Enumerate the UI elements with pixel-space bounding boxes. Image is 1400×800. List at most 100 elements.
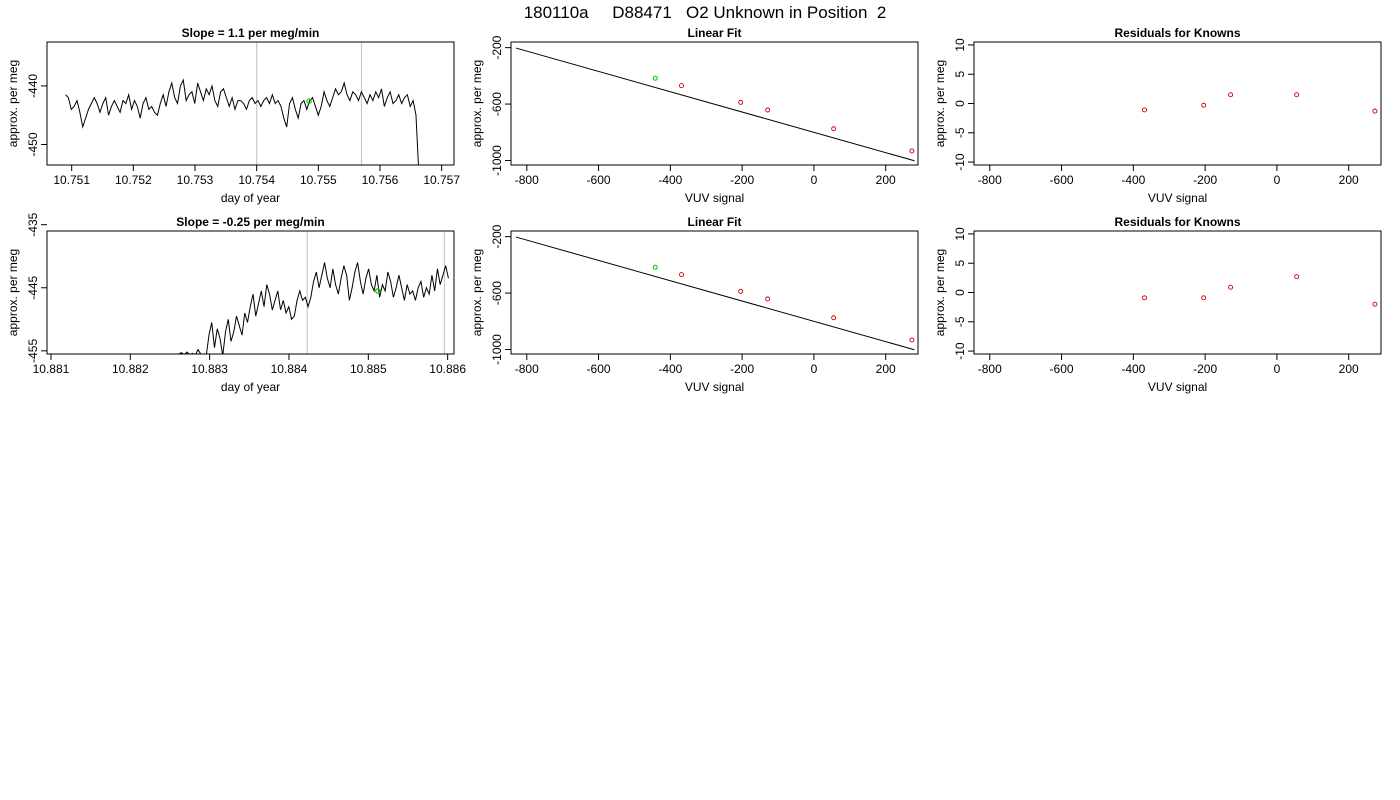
- known-point: [738, 288, 744, 294]
- y-tick-label: -450: [26, 132, 40, 156]
- title-gap-2: [672, 3, 686, 22]
- unknown-point: [652, 75, 658, 81]
- x-tick-label: -600: [1050, 362, 1074, 376]
- run-id: 180110a: [524, 3, 589, 22]
- known-point: [831, 126, 837, 132]
- x-tick-label: -400: [658, 362, 682, 376]
- residual-point: [1228, 284, 1234, 290]
- unknown-sample-marker: [306, 98, 312, 104]
- x-tick-label: 10.882: [112, 362, 149, 376]
- known-point: [831, 315, 837, 321]
- x-tick-label: 10.754: [238, 173, 275, 187]
- y-tick-label: -10: [953, 342, 967, 360]
- x-tick-label: 10.756: [362, 173, 399, 187]
- residual-point: [1372, 108, 1378, 114]
- x-tick-label: -400: [1121, 362, 1145, 376]
- plot-frame: [510, 41, 919, 166]
- y-axis-label: approx. per meg: [470, 249, 484, 336]
- x-tick-label: 200: [1339, 362, 1359, 376]
- x-tick-label: 200: [1339, 173, 1359, 187]
- y-tick-label: 5: [953, 71, 967, 78]
- x-tick-label: 200: [876, 173, 896, 187]
- x-tick-label: 10.881: [33, 362, 70, 376]
- y-tick-label: -1000: [490, 334, 504, 365]
- x-tick-label: -600: [587, 173, 611, 187]
- series-line: [178, 262, 449, 354]
- y-tick-label: -5: [953, 316, 967, 327]
- x-tick-label: 200: [876, 362, 896, 376]
- known-point: [909, 337, 915, 343]
- y-tick-label: -200: [490, 224, 504, 248]
- x-tick-label: 10.755: [300, 173, 337, 187]
- x-tick-label: -800: [515, 362, 539, 376]
- panel-linear-fit-1: Linear Fit -800 -600 -400 -200 0 200 -200 -600 -1…: [470, 26, 919, 205]
- x-tick-label: -400: [658, 173, 682, 187]
- y-tick-label: -600: [490, 281, 504, 305]
- plot-area: [1142, 274, 1378, 307]
- plot-area: [515, 236, 915, 351]
- fit-line: [515, 47, 915, 162]
- plot-frame: [973, 230, 1382, 355]
- x-axis-label: day of year: [221, 380, 280, 394]
- x-tick-label: -200: [730, 362, 754, 376]
- known-point: [679, 83, 684, 89]
- panel-title: Linear Fit: [687, 215, 741, 229]
- y-tick-label: 0: [953, 100, 967, 107]
- panel-title: Slope = 1.1 per meg/min: [182, 26, 320, 40]
- known-point: [909, 148, 915, 154]
- x-tick-label: 10.885: [350, 362, 387, 376]
- fit-line: [515, 236, 915, 351]
- x-tick-label: -600: [587, 362, 611, 376]
- x-tick-label: -400: [1121, 173, 1145, 187]
- residual-point: [1201, 102, 1207, 108]
- x-tick-label: 10.886: [429, 362, 466, 376]
- x-tick-label: 10.751: [53, 173, 90, 187]
- panel-timeseries-1: Slope = 1.1 per meg/min 10.751 10.752 10.75…: [6, 26, 460, 205]
- x-tick-label: -600: [1050, 173, 1074, 187]
- y-tick-label: -10: [953, 153, 967, 171]
- chart-panels: Slope = 1.1 per meg/min 10.751 10.752 10.75…: [6, 26, 1382, 394]
- panel-title: Linear Fit: [687, 26, 741, 40]
- x-axis-label: VUV signal: [685, 380, 744, 394]
- y-tick-label: 10: [953, 227, 967, 241]
- plot-frame: [510, 230, 919, 355]
- x-tick-label: 10.752: [115, 173, 152, 187]
- x-axis-label: VUV signal: [1148, 380, 1207, 394]
- sample-description: O2 Unknown in Position 2: [686, 3, 886, 22]
- x-tick-label: 0: [811, 173, 818, 187]
- y-axis-label: approx. per meg: [933, 60, 947, 147]
- y-tick-label: -600: [490, 92, 504, 116]
- residual-point: [1294, 92, 1300, 98]
- y-tick-label: -455: [26, 339, 40, 363]
- y-axis-label: approx. per meg: [6, 60, 20, 147]
- panel-linear-fit-2: Linear Fit -800 -600 -400 -200 0 200 -200 -600 -1…: [470, 215, 919, 394]
- y-tick-label: 10: [953, 38, 967, 52]
- y-axis-label: approx. per meg: [933, 249, 947, 336]
- x-tick-label: 0: [1274, 173, 1281, 187]
- unknown-sample-marker: [375, 288, 381, 294]
- panel-timeseries-2: Slope = -0.25 per meg/min 10.881 10.882 10.…: [6, 212, 466, 394]
- y-tick-label: -445: [26, 275, 40, 299]
- x-tick-label: 10.753: [177, 173, 214, 187]
- plot-area: [65, 42, 419, 165]
- y-tick-label: -435: [26, 212, 40, 236]
- x-tick-label: 10.883: [191, 362, 228, 376]
- plot-frame: [46, 230, 455, 355]
- y-tick-label: 0: [953, 289, 967, 296]
- residual-point: [1142, 295, 1147, 301]
- x-axis-label: VUV signal: [685, 191, 744, 205]
- y-tick-label: -1000: [490, 145, 504, 176]
- plot-frame: [46, 41, 455, 166]
- panel-title: Residuals for Knowns: [1114, 215, 1240, 229]
- residual-point: [1201, 295, 1207, 301]
- x-tick-label: 0: [811, 362, 818, 376]
- y-tick-label: -440: [26, 74, 40, 98]
- residual-point: [1294, 274, 1300, 280]
- plot-area: [1142, 92, 1378, 114]
- x-tick-label: -800: [515, 173, 539, 187]
- known-point: [765, 107, 771, 113]
- panel-residuals-1: Residuals for Knowns -800 -600 -400 -200 0 200…: [933, 26, 1382, 205]
- x-tick-label: -200: [1193, 362, 1217, 376]
- plot-area: [178, 231, 449, 354]
